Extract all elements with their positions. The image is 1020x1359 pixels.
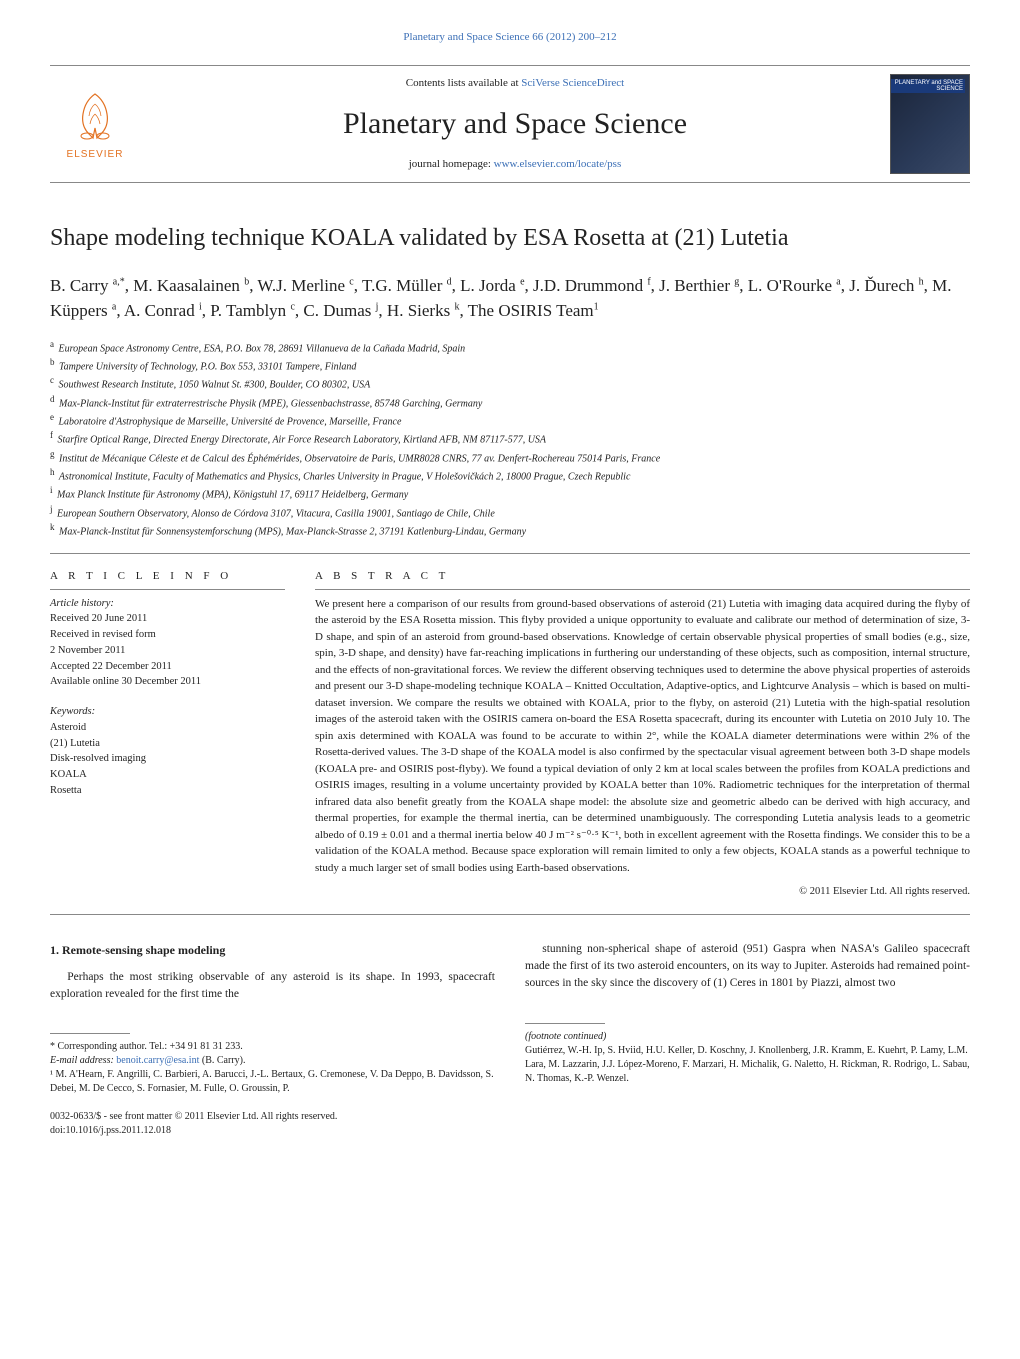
article-info-heading: A R T I C L E I N F O xyxy=(50,568,285,585)
author-list: B. Carry a,*, M. Kaasalainen b, W.J. Mer… xyxy=(50,273,970,324)
article-title: Shape modeling technique KOALA validated… xyxy=(50,223,970,254)
email-line: E-mail address: benoit.carry@esa.int (B.… xyxy=(50,1054,495,1068)
affiliations-list: a European Space Astronomy Centre, ESA, … xyxy=(50,338,970,540)
doi-block: 0032-0633/$ - see front matter © 2011 El… xyxy=(50,1110,495,1138)
affiliation-line: c Southwest Research Institute, 1050 Wal… xyxy=(50,374,970,392)
homepage-link[interactable]: www.elsevier.com/locate/pss xyxy=(494,158,622,170)
corresponding-author-note: * Corresponding author. Tel.: +34 91 81 … xyxy=(50,1040,495,1054)
keywords-list: Asteroid(21) LutetiaDisk-resolved imagin… xyxy=(50,720,285,799)
doi-line: doi:10.1016/j.pss.2011.12.018 xyxy=(50,1124,495,1138)
osiris-team-note-1: ¹ M. A'Hearn, F. Angrilli, C. Barbieri, … xyxy=(50,1068,495,1096)
journal-cover-thumb: PLANETARY and SPACE SCIENCE xyxy=(890,74,970,174)
keyword-line: Asteroid xyxy=(50,720,285,736)
separator-rule xyxy=(50,553,970,554)
osiris-team-note-2: Gutiérrez, W.-H. Ip, S. Hviid, H.U. Kell… xyxy=(525,1044,970,1086)
article-info-panel: A R T I C L E I N F O Article history: R… xyxy=(50,568,285,900)
history-line: 2 November 2011 xyxy=(50,643,285,659)
separator-rule xyxy=(50,914,970,915)
contents-list-line: Contents lists available at SciVerse Sci… xyxy=(160,76,870,91)
footnotes-right: (footnote continued) Gutiérrez, W.-H. Ip… xyxy=(525,1023,970,1086)
abstract-panel: A B S T R A C T We present here a compar… xyxy=(315,568,970,900)
keyword-line: Disk-resolved imaging xyxy=(50,751,285,767)
article-info-rule xyxy=(50,589,285,590)
keyword-line: KOALA xyxy=(50,767,285,783)
affiliation-line: k Max-Planck-Institut für Sonnensystemfo… xyxy=(50,521,970,539)
sciencedirect-link[interactable]: SciVerse ScienceDirect xyxy=(521,77,624,89)
homepage-prefix: journal homepage: xyxy=(409,158,494,170)
elsevier-tree-icon xyxy=(65,86,125,146)
elsevier-logo-text: ELSEVIER xyxy=(67,148,124,162)
history-line: Received in revised form xyxy=(50,627,285,643)
affiliation-line: d Max-Planck-Institut für extraterrestri… xyxy=(50,393,970,411)
email-label: E-mail address: xyxy=(50,1055,116,1066)
footnote-continued-label: (footnote continued) xyxy=(525,1030,970,1044)
cover-thumb-label: PLANETARY and SPACE SCIENCE xyxy=(891,79,965,93)
body-paragraph: stunning non-spherical shape of asteroid… xyxy=(525,941,970,993)
email-link[interactable]: benoit.carry@esa.int xyxy=(116,1055,199,1066)
affiliation-line: g Institut de Mécanique Céleste et de Ca… xyxy=(50,448,970,466)
homepage-line: journal homepage: www.elsevier.com/locat… xyxy=(160,157,870,172)
front-matter-line: 0032-0633/$ - see front matter © 2011 El… xyxy=(50,1110,495,1124)
info-abstract-row: A R T I C L E I N F O Article history: R… xyxy=(50,568,970,900)
abstract-rule xyxy=(315,589,970,590)
footnotes-left: * Corresponding author. Tel.: +34 91 81 … xyxy=(50,1033,495,1096)
affiliation-line: f Starfire Optical Range, Directed Energ… xyxy=(50,429,970,447)
history-label: Article history: xyxy=(50,598,114,609)
history-list: Received 20 June 2011Received in revised… xyxy=(50,611,285,690)
history-line: Available online 30 December 2011 xyxy=(50,674,285,690)
body-col-right: stunning non-spherical shape of asteroid… xyxy=(525,941,970,1139)
footnote-rule xyxy=(525,1023,605,1024)
contents-prefix: Contents lists available at xyxy=(406,77,521,89)
elsevier-logo: ELSEVIER xyxy=(50,79,140,169)
history-line: Received 20 June 2011 xyxy=(50,611,285,627)
email-suffix: (B. Carry). xyxy=(199,1055,245,1066)
journal-title: Planetary and Space Science xyxy=(160,103,870,145)
affiliation-line: e Laboratoire d'Astrophysique de Marseil… xyxy=(50,411,970,429)
footnote-rule xyxy=(50,1033,130,1034)
affiliation-line: i Max Planck Institute für Astronomy (MP… xyxy=(50,484,970,502)
affiliation-line: a European Space Astronomy Centre, ESA, … xyxy=(50,338,970,356)
abstract-text: We present here a comparison of our resu… xyxy=(315,596,970,877)
masthead: ELSEVIER Contents lists available at Sci… xyxy=(50,65,970,183)
keyword-line: (21) Lutetia xyxy=(50,736,285,752)
abstract-copyright: © 2011 Elsevier Ltd. All rights reserved… xyxy=(315,884,970,900)
masthead-center: Contents lists available at SciVerse Sci… xyxy=(160,76,870,173)
section-heading: 1. Remote-sensing shape modeling xyxy=(50,941,495,959)
body-columns: 1. Remote-sensing shape modeling Perhaps… xyxy=(50,941,970,1139)
keywords-label: Keywords: xyxy=(50,704,285,720)
body-col-left: 1. Remote-sensing shape modeling Perhaps… xyxy=(50,941,495,1139)
affiliation-line: j European Southern Observatory, Alonso … xyxy=(50,503,970,521)
body-paragraph: Perhaps the most striking observable of … xyxy=(50,969,495,1004)
journal-reference: Planetary and Space Science 66 (2012) 20… xyxy=(50,30,970,45)
keyword-line: Rosetta xyxy=(50,783,285,799)
history-line: Accepted 22 December 2011 xyxy=(50,659,285,675)
affiliation-line: h Astronomical Institute, Faculty of Mat… xyxy=(50,466,970,484)
affiliation-line: b Tampere University of Technology, P.O.… xyxy=(50,356,970,374)
abstract-heading: A B S T R A C T xyxy=(315,568,970,585)
